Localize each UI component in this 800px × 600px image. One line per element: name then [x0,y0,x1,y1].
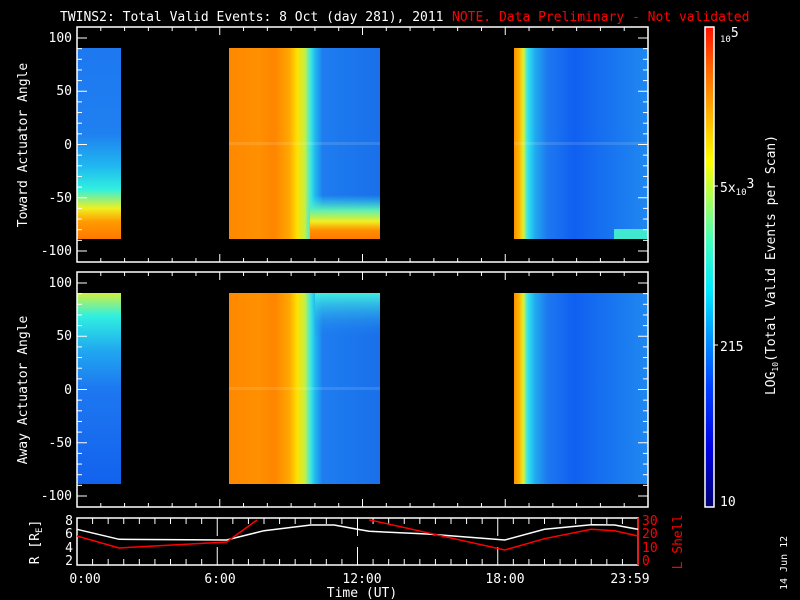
away-data-block-3 [514,293,648,484]
y-tick-label: 0 [64,383,72,398]
y2-tick-label: 20 [642,527,658,542]
y-tick-label: -50 [49,191,72,206]
y-tick-label: 50 [56,84,72,99]
axis-ticks [77,27,648,565]
x-tick-label: 18:00 [485,572,524,587]
y2-tick-label: 0 [642,554,650,569]
away-data-block-2-top [315,293,380,338]
x-tick-label: 6:00 [204,572,235,587]
colorbar-tick-label: 10 [720,495,736,510]
y2-tick-label: 30 [642,514,658,529]
y-tick-label: 6 [65,527,73,542]
x-tick-labels: 0:00 6:00 12:00 18:00 23:59 [69,572,649,587]
r-y-axis-label: R [RE] [28,520,45,565]
colorbar-label: LOG10(Total Valid Events per Scan) [764,135,780,395]
away-zero-line [229,387,380,390]
lshell-y-tick-labels: 30 20 10 0 [642,514,658,569]
away-panel [77,293,648,484]
toward-data-block-3-corner [614,229,648,239]
r-y-tick-labels: 8 6 4 2 [65,514,73,569]
preliminary-note: NOTE. Data Preliminary - Not validated [452,10,749,25]
y-tick-label: -100 [41,489,72,504]
y-tick-label: 50 [56,329,72,344]
colorbar-tick-label: 5x103 [720,177,754,198]
x-axis-label: Time (UT) [327,586,397,600]
away-y-tick-labels: 100 50 0 -50 -100 [41,276,72,504]
plot-title: TWINS2: Total Valid Events: 8 Oct (day 2… [60,10,444,25]
toward-panel [77,48,648,239]
toward-zero-line-2 [514,142,648,145]
x-tick-label: 0:00 [69,572,100,587]
y-tick-label: 2 [65,554,73,569]
toward-y-tick-labels: 100 50 0 -50 -100 [41,31,72,259]
y-tick-label: 100 [49,31,72,46]
x-tick-label: 23:59 [610,572,649,587]
toward-data-block-3 [514,48,648,239]
toward-data-block-1 [77,48,121,239]
y2-tick-label: 10 [642,541,658,556]
r-distance-line [76,523,639,541]
y-tick-label: 100 [49,276,72,291]
colorbar-tick-label: 215 [720,340,743,355]
y-tick-label: 8 [65,514,73,529]
toward-y-axis-label: Toward Actuator Angle [16,63,31,228]
lshell-line-2 [369,519,639,551]
colorbar [704,26,715,508]
lshell-axis-label: L Shell [671,515,686,570]
y-tick-label: -50 [49,436,72,451]
lshell-line-1 [76,519,258,549]
away-data-block-1 [77,293,121,484]
away-y-axis-label: Away Actuator Angle [16,315,31,464]
x-tick-label: 12:00 [342,572,381,587]
y-tick-label: 4 [65,541,73,556]
toward-zero-line [229,142,380,145]
y-tick-label: -100 [41,244,72,259]
toward-data-block-2-corner [310,195,380,239]
footer-date: 14 Jun 12 [779,536,790,590]
colorbar-tick-label: 105 [720,26,739,45]
y-tick-label: 0 [64,138,72,153]
orbit-lines [76,519,639,551]
